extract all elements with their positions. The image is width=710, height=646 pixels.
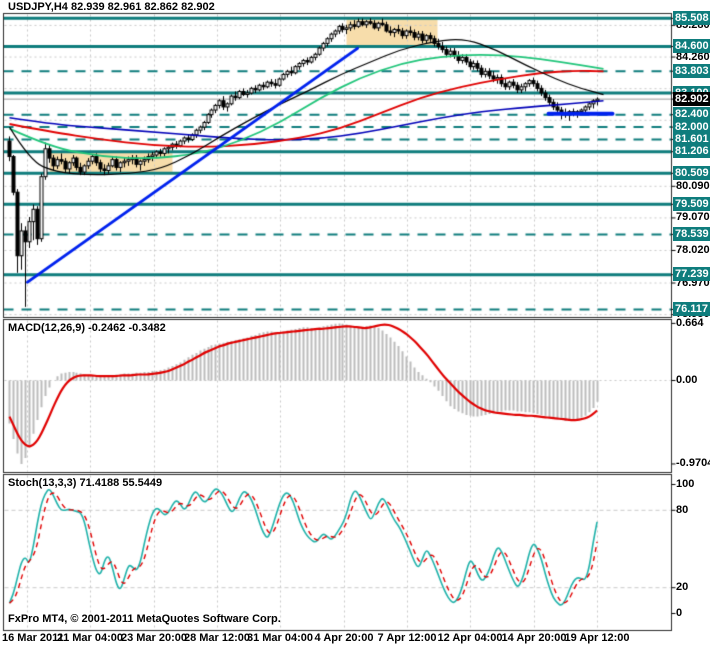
time-axis-label: 31 Mar 04:00 xyxy=(246,632,314,644)
time-axis-label: 14 Apr 20:00 xyxy=(501,632,567,644)
time-axis-label: 23 Mar 20:00 xyxy=(120,632,188,644)
current-price-badge: 82.902 xyxy=(673,91,710,106)
time-axis-label: 21 Mar 04:00 xyxy=(56,632,124,644)
stochastic-scale-label: 20 xyxy=(676,581,689,594)
macd-scale-label: -0.9704 xyxy=(676,457,710,470)
price-grid-label: 78.020 xyxy=(676,243,710,256)
symbol-ohlc-title: USDJPY,H4 82.939 82.961 82.862 82.902 xyxy=(8,1,215,13)
time-axis-label: 28 Mar 12:00 xyxy=(183,632,251,644)
price-level-badge: 83.803 xyxy=(673,63,710,78)
stochastic-scale-label: 100 xyxy=(676,478,695,490)
time-axis-label: 16 Mar 2011 xyxy=(2,632,64,644)
price-level-badge: 82.000 xyxy=(673,119,710,134)
time-axis-label: 7 Apr 12:00 xyxy=(377,632,437,644)
price-level-badge: 81.206 xyxy=(673,144,710,159)
stochastic-scale-label: 0 xyxy=(676,607,683,619)
time-axis-label: 12 Apr 04:00 xyxy=(437,632,503,644)
time-axis-label: 4 Apr 20:00 xyxy=(314,632,374,644)
price-level-badge: 79.509 xyxy=(673,196,710,211)
price-grid-label: 80.090 xyxy=(676,179,710,192)
macd-scale-label: 0.00 xyxy=(676,374,698,386)
price-level-badge: 76.117 xyxy=(673,301,710,316)
price-level-badge: 81.601 xyxy=(673,131,710,146)
price-level-badge: 78.539 xyxy=(673,226,710,241)
stochastic-scale-label: 80 xyxy=(676,503,689,516)
platform-copyright: FxPro MT4, © 2001-2011 MetaQuotes Softwa… xyxy=(8,613,281,625)
price-level-badge: 80.509 xyxy=(673,165,710,180)
macd-scale-label: 0.664 xyxy=(676,316,704,329)
price-level-badge: 84.600 xyxy=(673,39,710,53)
price-grid-label: 84.260 xyxy=(676,50,710,63)
price-level-badge: 82.400 xyxy=(673,107,710,122)
price-level-badge: 85.508 xyxy=(673,10,710,25)
stochastic-indicator-label: Stoch(13,3,3) 71.4188 55.5449 xyxy=(8,477,163,489)
price-level-badge: 77.239 xyxy=(673,267,710,282)
price-grid-label: 79.070 xyxy=(676,211,710,224)
time-axis-label: 19 Apr 12:00 xyxy=(564,632,630,644)
macd-indicator-label: MACD(12,26,9) -0.2462 -0.3482 xyxy=(8,322,166,334)
